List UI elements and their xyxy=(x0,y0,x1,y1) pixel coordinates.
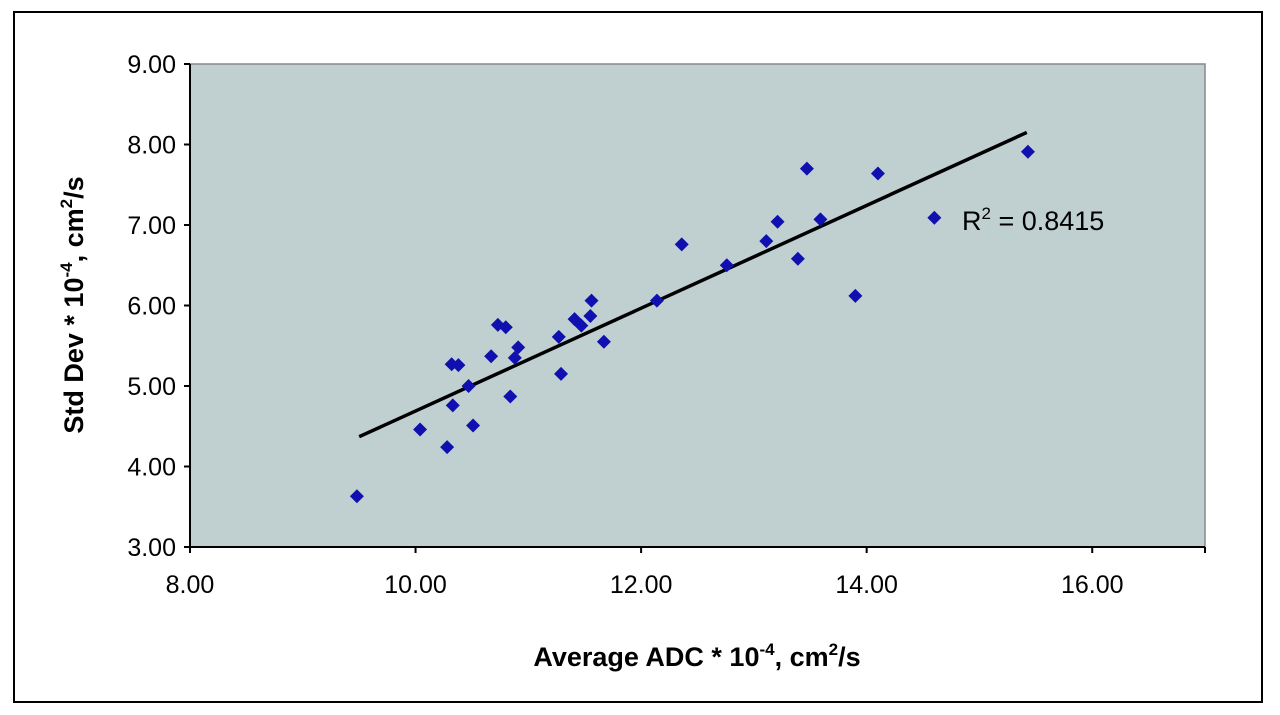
plot-area xyxy=(189,63,1206,548)
data-point xyxy=(440,440,455,455)
y-tick-label: 4.00 xyxy=(127,454,176,482)
data-point xyxy=(583,308,598,323)
data-point xyxy=(554,366,569,381)
y-tick-label: 7.00 xyxy=(127,212,176,240)
x-tick-label: 8.00 xyxy=(166,571,215,599)
data-point xyxy=(596,334,611,349)
data-point xyxy=(870,166,885,181)
data-point xyxy=(498,320,513,335)
data-point xyxy=(503,389,518,404)
data-point xyxy=(507,350,522,365)
y-tick-label: 3.00 xyxy=(127,534,176,562)
y-tick-label: 8.00 xyxy=(127,132,176,160)
data-point xyxy=(484,349,499,364)
data-point xyxy=(584,293,599,308)
x-tick-label: 14.00 xyxy=(835,571,898,599)
x-tick-label: 12.00 xyxy=(610,571,673,599)
data-point xyxy=(719,258,734,273)
y-tick-label: 9.00 xyxy=(127,51,176,79)
x-axis-title: Average ADC * 10-4, cm2/s xyxy=(533,640,860,672)
data-point xyxy=(813,212,828,227)
data-point xyxy=(927,210,942,225)
data-point xyxy=(461,379,476,393)
data-point xyxy=(445,398,460,413)
data-point xyxy=(799,161,814,176)
data-point xyxy=(770,214,785,229)
data-point xyxy=(574,318,589,333)
data-point xyxy=(649,293,664,308)
data-point xyxy=(790,251,805,266)
tick-labels: 3.00 4.00 5.00 6.00 7.00 8.00 9.00 8.00 10.00 12.… xyxy=(127,51,1123,599)
y-axis-title: Std Dev * 10-4, cm2/s xyxy=(57,176,89,433)
data-point xyxy=(848,288,863,303)
data-point xyxy=(511,340,526,355)
data-points xyxy=(349,144,1035,504)
data-point xyxy=(466,418,481,433)
axes xyxy=(184,63,1206,553)
data-point xyxy=(674,237,689,252)
r-squared-annotation: R2 = 0.8415 xyxy=(962,204,1104,236)
y-tick-label: 5.00 xyxy=(127,373,176,401)
y-tick-label: 6.00 xyxy=(127,293,176,321)
data-point xyxy=(551,329,566,344)
data-point xyxy=(1020,144,1035,159)
data-point xyxy=(451,358,466,373)
x-tick-label: 16.00 xyxy=(1061,571,1124,599)
data-point xyxy=(413,422,428,437)
data-point xyxy=(759,234,774,249)
x-tick-label: 10.00 xyxy=(384,571,447,599)
data-point xyxy=(349,489,364,504)
